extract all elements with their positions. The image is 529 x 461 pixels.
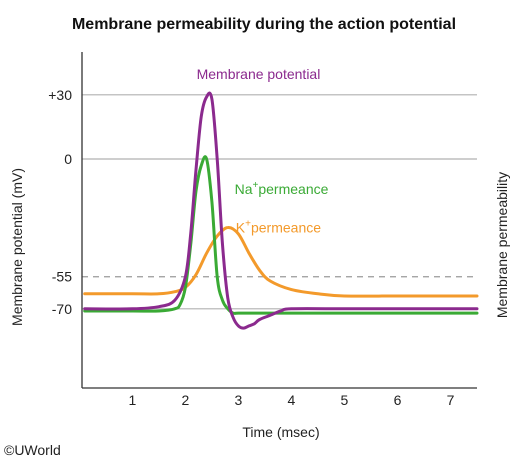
x-tick-label: 1 — [128, 392, 136, 408]
series-annotation-2: K+permeance — [236, 218, 321, 235]
reference-lines — [82, 94, 477, 310]
y-axis-label: Membrane potential (mV) — [9, 168, 25, 326]
axes — [81, 52, 477, 389]
series-line-2 — [83, 225, 479, 298]
x-tick-label: 6 — [394, 392, 402, 408]
series-annotations: Membrane potential Na+permeance K+permeanc… — [197, 66, 329, 236]
x-tick-label: 3 — [235, 392, 243, 408]
series-annotation-0: Membrane potential — [197, 66, 321, 82]
y-tick-label: 0 — [64, 151, 72, 167]
x-tick-label: 2 — [181, 392, 189, 408]
series-line-0 — [83, 91, 479, 330]
series-annotation-1: Na+permeance — [235, 180, 329, 197]
x-tick-label: 5 — [341, 392, 349, 408]
y-tick-label: -70 — [52, 301, 72, 317]
chart-title: Membrane permeability during the action … — [72, 16, 456, 33]
x-axis-label: Time (msec) — [242, 424, 319, 440]
tick-labels: 1 2 3 4 5 6 7 +30 0 -55 -70 — [48, 87, 454, 408]
x-tick-label: 4 — [288, 392, 296, 408]
y-tick-label: -55 — [52, 269, 72, 285]
y-axis-label-right: Membrane permeability — [494, 172, 510, 318]
series-lines — [83, 91, 479, 330]
y-tick-label: +30 — [48, 87, 72, 103]
series-line-1 — [83, 155, 479, 315]
x-tick-label: 7 — [447, 392, 455, 408]
copyright-notice: ©UWorld — [4, 442, 61, 458]
